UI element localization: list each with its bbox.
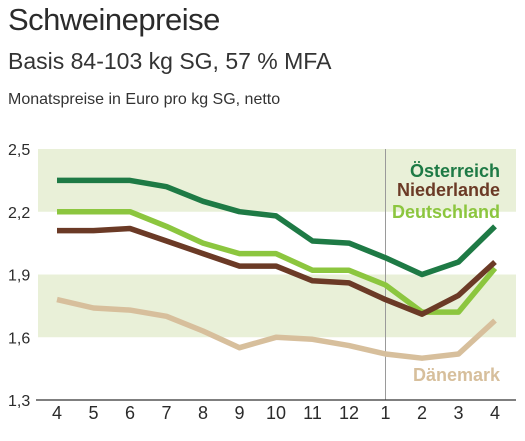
x-tick-label: 5 (88, 403, 98, 423)
series-line-dänemark (56, 296, 497, 361)
unit-note: Monatspreise in Euro pro kg SG, netto (8, 91, 281, 108)
x-tick-label: 10 (266, 403, 286, 423)
y-tick-label: 2,5 (8, 142, 30, 159)
x-tick-label: 3 (453, 403, 463, 423)
x-tick-label: 11 (303, 403, 322, 423)
x-tick-label: 8 (198, 403, 208, 423)
x-tick-label: 12 (339, 403, 359, 423)
chart-subtitle: Basis 84-103 kg SG, 57 % MFA (8, 48, 332, 74)
x-tick-label: 2 (417, 403, 427, 423)
series-lines (56, 177, 498, 361)
y-tick-label: 1,9 (8, 268, 30, 285)
series-label: Deutschland (392, 202, 500, 222)
series-line-österreich (57, 177, 497, 278)
x-tick-label: 6 (125, 403, 135, 423)
y-tick-label: 1,3 (8, 393, 30, 410)
x-tick-labels: 4 5 6 7 8 9 10 11 12 1 2 3 4 (52, 403, 500, 423)
x-tick-label: 9 (234, 403, 244, 423)
x-tick-label: 7 (161, 403, 171, 423)
grid-band-0 (38, 274, 516, 338)
x-tick-label: 1 (380, 403, 390, 423)
series-label: Dänemark (413, 365, 501, 385)
y-tick-label: 1,6 (8, 330, 30, 347)
chart-title: Schweinepreise (8, 2, 220, 37)
series-line-niederlande (57, 225, 497, 317)
x-tick-label: 4 (490, 403, 500, 423)
y-tick-labels: 1,3 1,6 1,9 2,2 2,5 (8, 142, 30, 410)
x-tick-label: 4 (52, 403, 62, 423)
y-tick-label: 2,2 (8, 205, 30, 222)
series-label: Österreich (410, 161, 500, 181)
series-label: Niederlande (397, 180, 500, 200)
